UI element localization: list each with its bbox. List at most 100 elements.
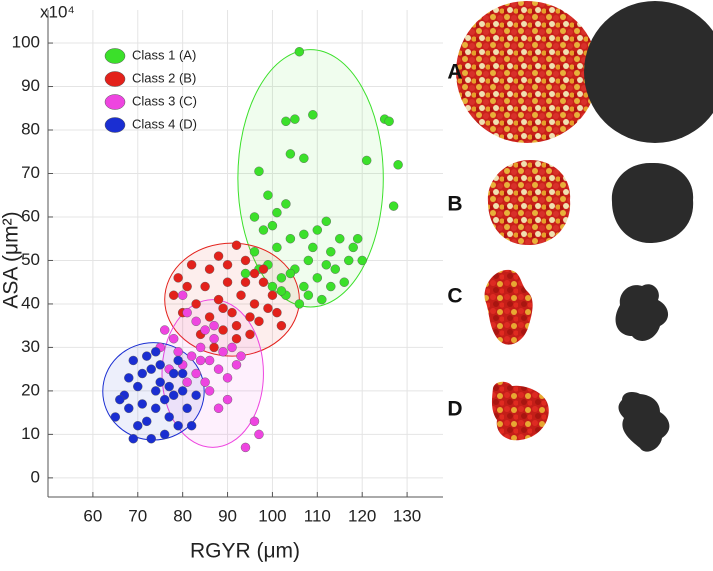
point xyxy=(151,386,161,396)
point xyxy=(155,377,165,387)
point xyxy=(160,429,170,440)
point xyxy=(294,47,305,57)
point xyxy=(142,416,152,427)
point xyxy=(321,216,331,227)
legend-label: Class 3 (C) xyxy=(132,93,197,108)
y-axis-title: ASA (μm²) xyxy=(0,211,23,308)
point xyxy=(168,290,179,300)
point xyxy=(281,199,291,209)
point xyxy=(263,303,273,313)
point xyxy=(227,307,237,318)
point xyxy=(245,329,255,340)
point xyxy=(168,368,179,379)
point xyxy=(160,394,170,405)
point xyxy=(200,377,210,387)
point xyxy=(128,355,138,366)
point xyxy=(384,116,394,127)
legend-label: Class 1 (A) xyxy=(132,47,196,62)
point xyxy=(285,149,296,159)
point xyxy=(124,373,134,383)
x-tick-label: 60 xyxy=(83,506,102,525)
point xyxy=(182,307,192,318)
y-tick-label: 30 xyxy=(21,337,40,356)
point xyxy=(182,281,192,292)
point xyxy=(110,412,121,422)
point xyxy=(146,364,156,374)
point xyxy=(240,268,251,279)
point xyxy=(357,255,367,266)
particle-a xyxy=(456,1,598,143)
point xyxy=(186,420,197,431)
point xyxy=(173,355,183,366)
point xyxy=(326,281,336,292)
point xyxy=(249,247,260,257)
y-tick-label: 40 xyxy=(21,293,40,312)
point xyxy=(299,229,309,240)
point xyxy=(177,386,188,396)
point xyxy=(344,255,354,266)
point xyxy=(348,242,358,253)
point xyxy=(267,290,278,300)
point xyxy=(168,334,179,344)
point xyxy=(254,429,264,440)
point xyxy=(200,325,210,335)
y-tick-label: 50 xyxy=(21,250,40,269)
point xyxy=(276,286,287,296)
point xyxy=(222,260,233,270)
particle-d xyxy=(491,381,549,441)
point xyxy=(213,251,224,261)
point xyxy=(388,201,399,211)
point xyxy=(222,277,233,287)
point xyxy=(285,268,296,279)
point xyxy=(204,386,215,396)
panel-label: D xyxy=(447,398,462,421)
point xyxy=(182,403,192,413)
point xyxy=(231,360,242,370)
point xyxy=(249,416,260,427)
point xyxy=(294,299,305,309)
x-tick-label: 130 xyxy=(393,506,421,525)
x-tick-label: 90 xyxy=(218,506,237,525)
silhouette-d xyxy=(618,392,670,452)
y-multiplier: x10⁴ xyxy=(40,2,75,21)
point xyxy=(258,264,269,274)
point xyxy=(191,390,201,400)
point xyxy=(231,320,242,331)
point xyxy=(218,303,228,313)
point xyxy=(209,320,219,331)
point xyxy=(182,377,192,387)
point xyxy=(195,342,206,353)
point xyxy=(186,260,197,270)
point xyxy=(335,234,345,244)
y-tick-label: 20 xyxy=(21,380,40,399)
point xyxy=(263,190,273,200)
point xyxy=(308,242,318,253)
point xyxy=(222,373,233,383)
point xyxy=(240,277,251,287)
point xyxy=(272,207,282,218)
silhouette-c xyxy=(615,284,669,341)
point xyxy=(276,273,287,283)
point xyxy=(249,268,260,279)
point xyxy=(231,240,242,250)
point xyxy=(142,351,152,361)
point xyxy=(303,290,314,300)
point xyxy=(240,255,251,266)
point xyxy=(209,342,219,353)
point xyxy=(285,234,296,244)
plot: 0 10 20 30 40 50 60 70 80 90 100 60 70 80 90 100 110 120 1… xyxy=(12,10,443,525)
point xyxy=(231,334,242,344)
point xyxy=(258,225,269,235)
panel-label: B xyxy=(447,193,462,216)
point xyxy=(124,403,134,413)
point xyxy=(249,212,260,222)
point xyxy=(267,220,278,231)
y-tick-label: 60 xyxy=(21,206,40,225)
point xyxy=(204,264,215,274)
x-tick-label: 70 xyxy=(128,506,147,525)
point xyxy=(240,442,251,453)
silhouette-b xyxy=(611,162,694,244)
point xyxy=(236,351,246,361)
point xyxy=(267,281,278,292)
point xyxy=(115,394,125,405)
